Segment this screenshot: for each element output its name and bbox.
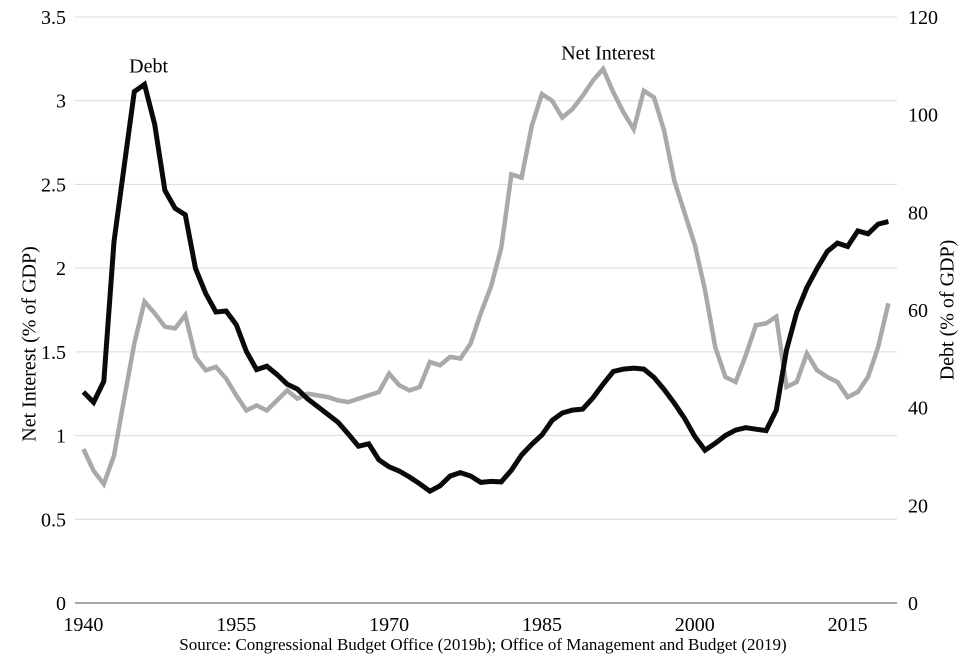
debt-line-label: Debt [129,55,169,78]
y-left-tick-label: 2 [56,258,66,280]
right-axis-title: Debt (% of GDP) [936,239,959,381]
debt-line [81,80,889,495]
net-interest-line [81,64,891,489]
y-left-tick-label: 2.5 [41,174,66,196]
x-axis-tick-label: 1970 [369,614,409,636]
left-axis-title: Net Interest (% of GDP) [18,246,41,442]
x-axis-tick-label: 2000 [675,614,715,636]
x-axis-tick-label: 2015 [828,614,868,636]
y-left-tick-label: 3.5 [41,7,66,29]
y-left-tick-label: 1 [56,426,66,448]
net-interest-line-label: Net Interest [561,42,656,65]
y-left-tick-label: 0.5 [41,509,66,531]
y-right-tick-label: 100 [908,105,938,127]
y-left-tick-label: 3 [56,91,66,113]
x-axis-tick-label: 1940 [63,614,103,636]
y-right-tick-label: 0 [908,593,918,615]
source-caption: Source: Congressional Budget Office (201… [179,635,787,654]
y-left-tick-label: 1.5 [41,342,66,364]
y-right-tick-label: 60 [908,300,928,322]
y-right-tick-label: 120 [908,7,938,29]
y-right-tick-label: 80 [908,202,928,224]
y-right-tick-label: 20 [908,495,928,517]
y-left-tick-label: 0 [56,593,66,615]
x-axis-tick-label: 1985 [522,614,562,636]
x-axis-tick-label: 1955 [216,614,256,636]
y-right-tick-label: 40 [908,398,928,420]
